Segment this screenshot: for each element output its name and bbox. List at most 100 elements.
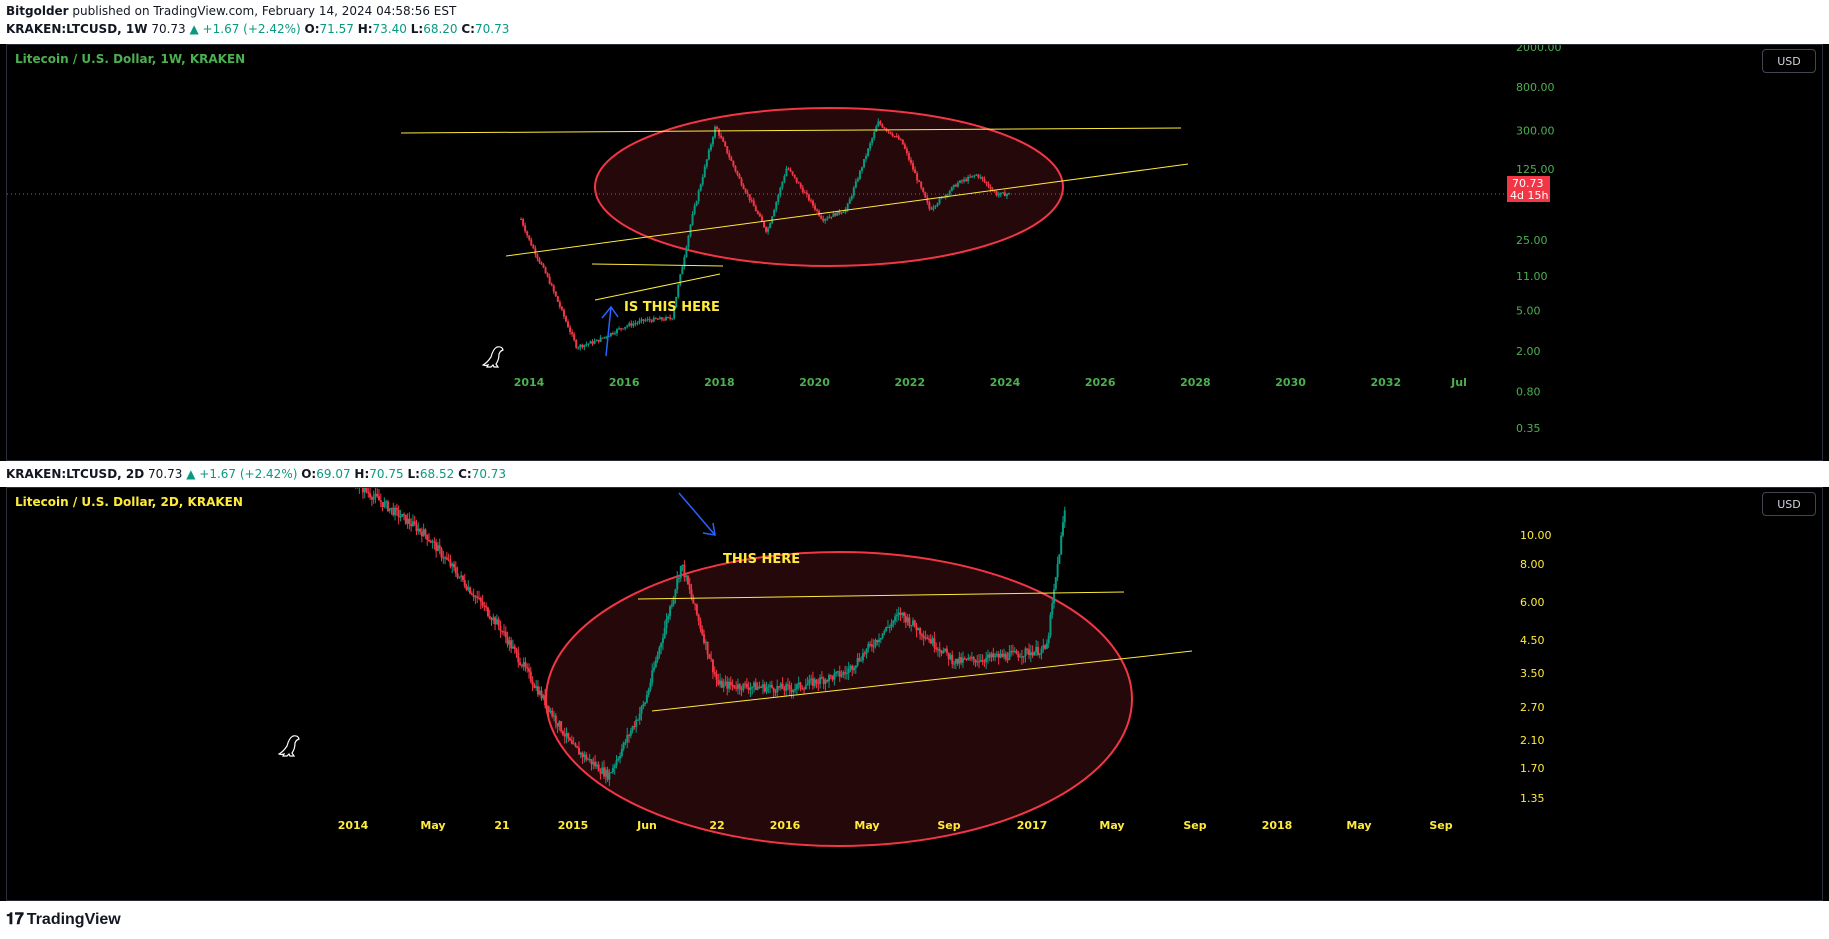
candle-body [809,200,812,202]
candle-body [658,647,661,656]
candle-body [540,690,543,699]
candle-body [799,183,802,188]
candle-body [826,218,829,220]
candle-body [738,684,741,690]
candle-body [652,317,655,322]
candle-body [779,683,782,688]
footer: 𝟏𝟕 TradingView [0,901,1829,939]
candle-body [615,760,618,766]
candle-body [760,687,763,689]
candle-body [558,301,561,307]
candle-body [524,662,527,668]
candle-body [912,163,915,170]
candle-body [550,283,553,286]
candle-body [883,127,886,129]
candle-body [875,126,878,132]
weekly-chart-panel[interactable]: IS THIS HERE 2000.00 800.00 300.00 125.00 25.… [6,44,1823,461]
candle-body [485,605,488,608]
candle-body [979,660,982,662]
candle-body [888,626,891,628]
candle-body [744,683,747,685]
y-axis-tick: 11.00 [1516,270,1548,283]
candle-body [1015,650,1018,655]
candle-body [730,157,733,161]
candle-body [1026,648,1029,650]
candle-body [999,653,1002,658]
candle-body [669,606,672,617]
candle-body [894,616,897,621]
candle-body [820,677,823,679]
candle-body [1028,649,1031,656]
two-day-chart-canvas[interactable]: THIS HERE 10.00 8.00 6.00 4.50 3.50 2.70 2.10 1.… [7,488,1822,900]
candle-body [560,306,563,310]
candle-body [903,144,906,149]
candle-body [611,332,614,334]
candle-body [397,509,400,518]
candle-body [524,225,527,232]
candle-body [886,627,889,629]
candle-body [669,317,672,319]
candle-body [840,212,843,214]
candle-body [935,647,938,650]
candle-body [756,686,759,690]
candle-body [548,276,551,284]
candle-body [1013,650,1016,652]
candle-body [538,690,541,695]
candle-body [662,319,665,321]
candle-body [967,176,970,182]
annotation-arrow [678,492,716,536]
candle-body [961,180,964,182]
candle-body [610,772,613,774]
flag-top-trendline [591,263,724,267]
candle-body [670,604,673,607]
ohlc-strip-2: KRAKEN:LTCUSD, 2D 70.73 ▲ +1.67 (+2.42%)… [0,461,1829,487]
candle-body [767,686,770,688]
candle-body [908,617,911,626]
candle-body [779,187,782,196]
candle-body [807,194,810,201]
candle-body [926,197,929,203]
candle-body [603,336,606,338]
candle-body [640,319,643,321]
candle-body [853,668,856,671]
candle-body [977,174,980,178]
candle-body [461,575,464,581]
candle-body [624,742,627,744]
candle-body [536,254,539,259]
candle-body [504,631,507,638]
weekly-chart-canvas[interactable]: IS THIS HERE 2000.00 800.00 300.00 125.00 25.… [7,45,1822,460]
candle-body [1060,535,1063,555]
candle-body [706,641,709,655]
y-axis-tick: 10.00 [1520,529,1552,542]
candle-body [583,754,586,758]
candle-body [973,175,976,177]
candle-body [687,235,690,248]
candle-body [647,689,650,695]
candle-body [506,637,509,645]
candle-body [969,176,972,178]
candle-body [797,682,800,685]
candle-body [856,658,859,666]
candle-body [640,706,643,714]
candle-body [938,648,941,652]
tradingview-logo[interactable]: 𝟏𝟕 TradingView [6,911,121,929]
candle-body [685,575,688,578]
candle-body [588,759,591,761]
currency-button[interactable]: USD [1762,49,1816,73]
candle-body [678,577,681,579]
candle-body [478,597,481,599]
candle-body [361,488,364,493]
two-day-chart-panel[interactable]: THIS HERE 10.00 8.00 6.00 4.50 3.50 2.70 2.10 1.… [6,487,1823,901]
candle-body [522,662,525,667]
candle-body [840,675,843,677]
candle-body [994,655,997,658]
candle-body [517,652,520,663]
author-name[interactable]: Bitgolder [6,4,69,18]
candle-body [781,683,784,689]
currency-button[interactable]: USD [1762,492,1816,516]
candle-body [574,743,577,747]
candle-body [954,658,957,664]
candle-body [824,679,827,684]
candle-body [651,670,654,683]
candle-body [445,557,448,560]
